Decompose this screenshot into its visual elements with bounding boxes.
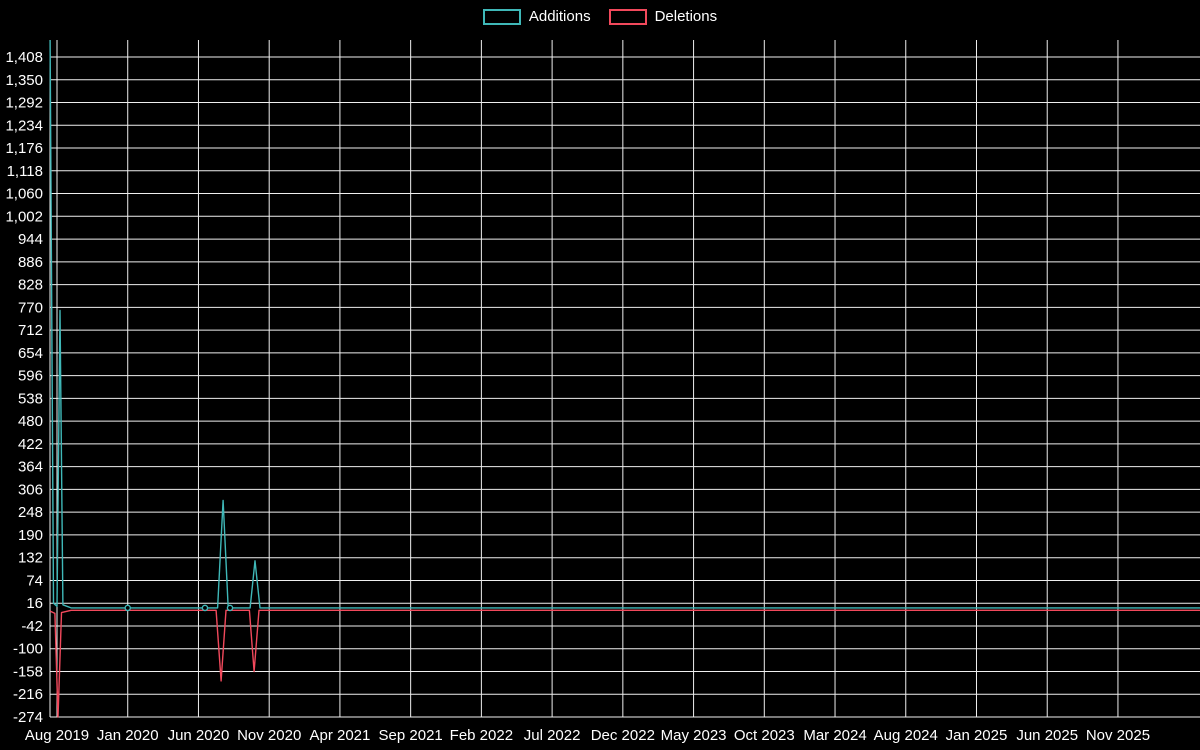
legend-label-deletions: Deletions [654,8,718,25]
y-tick-label: 944 [18,231,43,248]
y-tick-label: 190 [18,527,43,544]
y-tick-label: 1,060 [5,186,43,203]
y-tick-label: 480 [18,413,43,430]
y-tick-label: 1,292 [5,95,43,112]
legend-label-additions: Additions [528,8,591,25]
chart-legend: Additions Deletions [0,8,1200,26]
y-tick-label: 1,234 [5,117,43,134]
legend-item-deletions[interactable]: Deletions [608,8,718,26]
y-tick-label: 1,002 [5,208,43,225]
y-tick-label: 1,408 [5,49,43,66]
x-tick-label: Sep 2021 [379,727,443,744]
y-tick-label: 538 [18,390,43,407]
y-tick-label: 770 [18,299,43,316]
x-tick-label: Nov 2025 [1086,727,1150,744]
x-tick-label: Jun 2020 [168,727,230,744]
legend-swatch-additions [482,9,521,25]
x-tick-label: Oct 2023 [734,727,795,744]
x-tick-label: Nov 2020 [237,727,301,744]
y-tick-label: 596 [18,368,43,385]
y-tick-label: -100 [13,641,43,658]
legend-item-additions[interactable]: Additions [482,8,591,26]
x-tick-label: Jan 2025 [946,727,1008,744]
point-marker [124,604,132,612]
x-tick-label: Dec 2022 [591,727,655,744]
series-line-deletions [49,609,1200,718]
y-tick-label: 364 [18,459,43,476]
y-tick-label: 306 [18,481,43,498]
y-tick-label: 74 [26,572,43,589]
x-tick-label: Mar 2024 [803,727,866,744]
y-tick-label: -216 [13,686,43,703]
y-tick-label: 422 [18,436,43,453]
y-tick-label: 886 [18,254,43,271]
y-tick-label: 16 [26,595,43,612]
x-tick-label: May 2023 [661,727,727,744]
x-tick-label: Feb 2022 [450,727,513,744]
x-tick-label: Aug 2019 [25,727,89,744]
x-tick-label: Jun 2025 [1016,727,1078,744]
y-tick-label: 248 [18,504,43,521]
y-tick-label: 654 [18,345,43,362]
y-tick-label: -42 [21,618,43,635]
y-tick-label: 1,176 [5,140,43,157]
y-tick-label: 132 [18,550,43,567]
y-tick-label: 712 [18,322,43,339]
point-marker [226,604,234,612]
y-tick-label: 828 [18,277,43,294]
x-tick-label: Aug 2024 [874,727,938,744]
legend-swatch-deletions [608,9,647,25]
y-tick-label: 1,118 [7,163,43,180]
x-tick-label: Jul 2022 [524,727,581,744]
point-marker [201,604,209,612]
y-tick-label: -274 [13,709,43,726]
x-tick-label: Apr 2021 [309,727,370,744]
x-tick-label: Jan 2020 [97,727,159,744]
y-tick-label: -158 [13,663,43,680]
y-tick-label: 1,350 [5,72,43,89]
